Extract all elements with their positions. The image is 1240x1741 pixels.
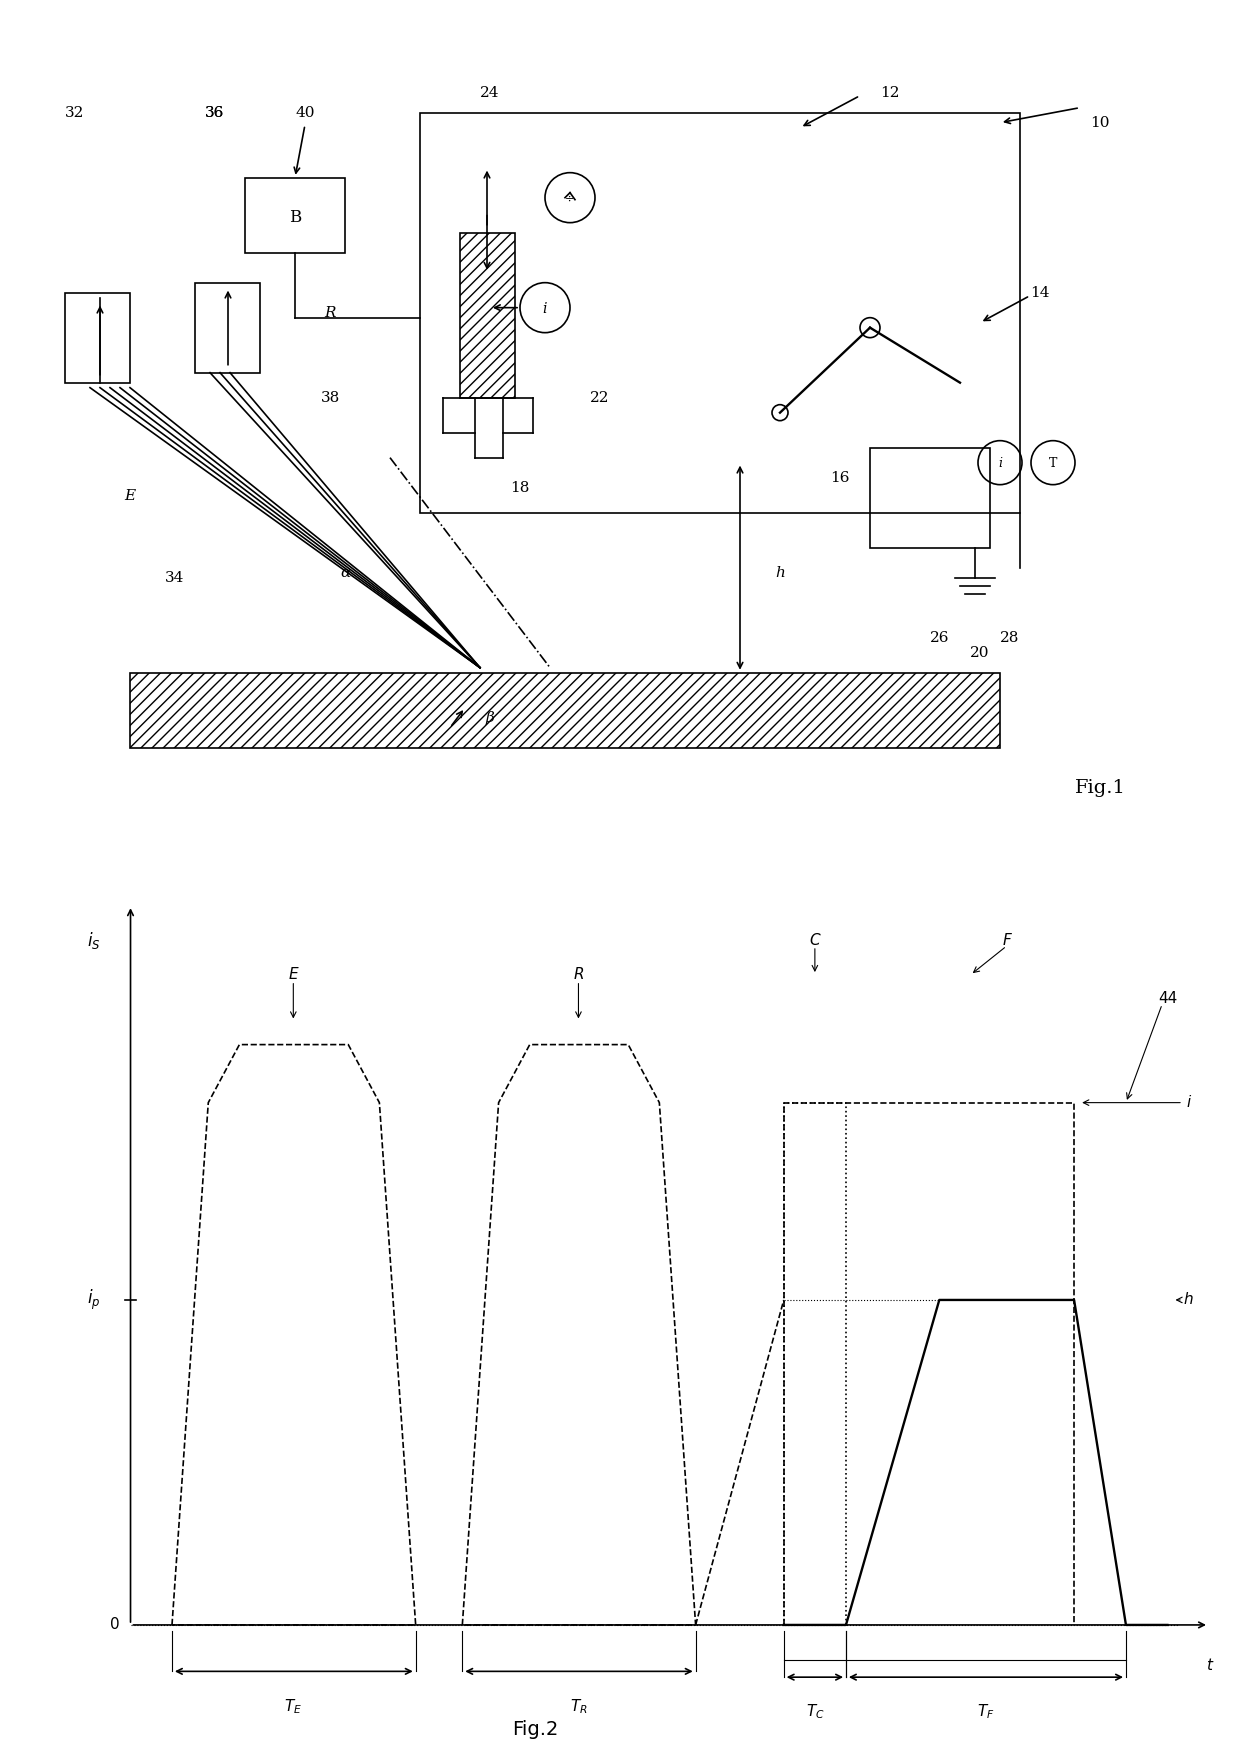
- Text: 10: 10: [1090, 115, 1110, 129]
- Text: T: T: [1049, 458, 1058, 470]
- Bar: [420, 113, 1021, 512]
- Text: i: i: [998, 458, 1002, 470]
- Text: $i_S$: $i_S$: [87, 930, 100, 951]
- Text: 24: 24: [480, 85, 500, 99]
- Text: α: α: [340, 566, 350, 580]
- Text: 28: 28: [1001, 630, 1019, 644]
- Text: β: β: [486, 710, 495, 724]
- Text: E: E: [124, 489, 135, 503]
- Text: 26: 26: [930, 630, 950, 644]
- Text: $T_R$: $T_R$: [569, 1697, 588, 1715]
- Text: 44: 44: [1158, 991, 1177, 1006]
- Text: 22: 22: [590, 390, 610, 404]
- Text: $T_F$: $T_F$: [977, 1703, 994, 1722]
- Text: E: E: [289, 968, 298, 982]
- Text: $i_p$: $i_p$: [88, 1288, 100, 1313]
- Text: 20: 20: [970, 646, 990, 660]
- Text: h: h: [775, 566, 785, 580]
- Text: 12: 12: [880, 85, 900, 99]
- Text: B: B: [289, 209, 301, 226]
- Bar: [195, 282, 260, 373]
- Bar: [870, 447, 990, 548]
- Text: 0: 0: [110, 1617, 120, 1633]
- Text: 40: 40: [295, 106, 315, 120]
- Text: 38: 38: [320, 390, 340, 404]
- Text: R: R: [324, 306, 336, 320]
- Text: ÷: ÷: [565, 193, 574, 204]
- Bar: [64, 292, 130, 383]
- Text: C: C: [810, 933, 820, 947]
- Text: t: t: [1205, 1657, 1211, 1673]
- Text: $T_E$: $T_E$: [284, 1697, 303, 1715]
- Bar: [130, 672, 999, 747]
- Text: Fig.2: Fig.2: [512, 1720, 558, 1739]
- Text: h: h: [1183, 1292, 1193, 1307]
- Text: $T_C$: $T_C$: [806, 1703, 825, 1722]
- Text: i: i: [543, 301, 547, 315]
- Text: 34: 34: [165, 571, 185, 585]
- Text: F: F: [1002, 933, 1011, 947]
- Bar: [460, 233, 515, 397]
- Text: 18: 18: [511, 481, 529, 494]
- Text: Fig.1: Fig.1: [1075, 778, 1126, 797]
- Text: 32: 32: [66, 106, 84, 120]
- Text: 36: 36: [206, 106, 224, 120]
- Text: i: i: [1185, 1095, 1190, 1111]
- Text: 16: 16: [831, 470, 849, 484]
- Text: 14: 14: [1030, 286, 1050, 299]
- Bar: [246, 178, 345, 252]
- Text: R: R: [573, 968, 584, 982]
- Text: 36: 36: [206, 106, 224, 120]
